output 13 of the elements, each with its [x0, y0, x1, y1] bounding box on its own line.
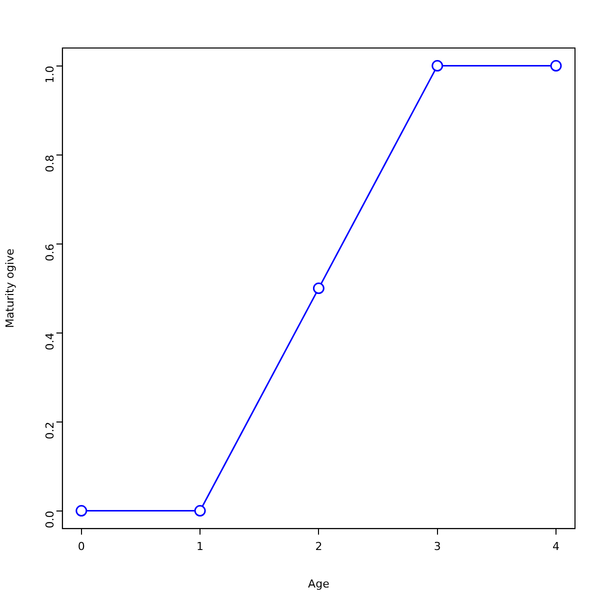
y-axis-title: Maturity ogive [3, 248, 16, 328]
y-tick-label: 0.8 [43, 154, 56, 172]
x-tick-label: 4 [552, 540, 560, 554]
x-tick-label: 0 [78, 540, 85, 554]
y-tick-label: 0.6 [43, 244, 56, 262]
x-tick-label: 2 [315, 540, 322, 554]
y-tick-label: 0.4 [43, 332, 56, 350]
x-axis-title: Age [308, 577, 330, 590]
y-tick-label: 1.0 [43, 66, 56, 84]
y-tick-label: 0.0 [43, 510, 56, 528]
x-tick-label: 1 [196, 540, 204, 554]
y-tick-label: 0.2 [43, 422, 56, 440]
x-tick-label: 3 [434, 540, 441, 554]
